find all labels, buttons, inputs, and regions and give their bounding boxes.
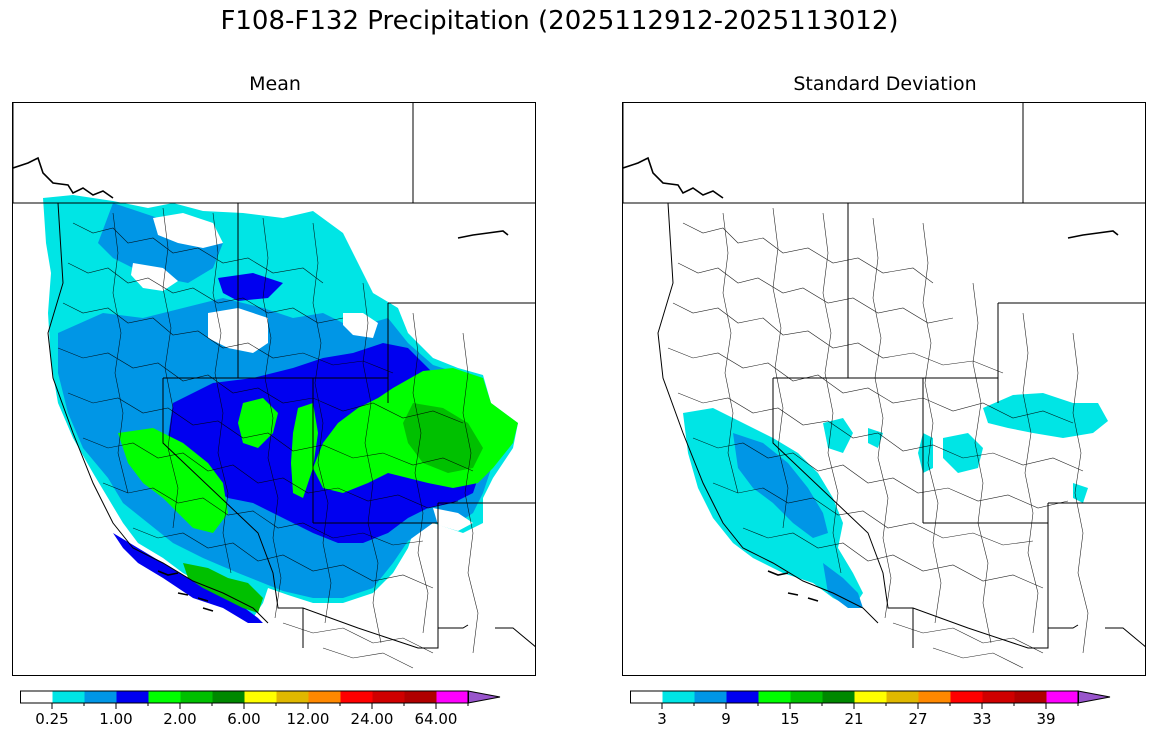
colorbar-swatch — [244, 691, 277, 703]
colorbar-swatch — [20, 691, 53, 703]
colorbar-swatch — [854, 691, 887, 703]
figure-title: F108-F132 Precipitation (2025112912-2025… — [220, 6, 899, 36]
colorbar-tick-label: 64.00 — [414, 710, 458, 728]
colorbar-swatch — [822, 691, 855, 703]
colorbar-tick-label: 33 — [972, 710, 992, 728]
colorbar-swatch — [918, 691, 951, 703]
colorbar-swatch — [886, 691, 919, 703]
colorbar-tick-label: 21 — [844, 710, 864, 728]
coastline-mean — [13, 156, 509, 612]
colorbar-extend-arrow — [1077, 690, 1111, 704]
coastline-std — [623, 156, 1119, 602]
colorbar-swatch — [52, 691, 85, 703]
colorbar-swatch — [982, 691, 1015, 703]
colorbar-swatch — [116, 691, 149, 703]
colorbar-tick-label: 1.00 — [99, 710, 133, 728]
basin-outlines-std — [667, 207, 1089, 669]
colorbar-swatch — [84, 691, 117, 703]
colorbar-swatch — [950, 691, 983, 703]
colorbar-tick-label: 24.00 — [350, 710, 394, 728]
map-mean — [12, 102, 536, 676]
precip-fill-std — [683, 393, 1108, 608]
colorbar-swatch — [212, 691, 245, 703]
colorbar-swatch — [436, 691, 469, 703]
colorbar-swatch — [308, 691, 341, 703]
colorbar-tick-label: 15 — [780, 710, 800, 728]
colorbar-swatch — [694, 691, 727, 703]
colorbar-tick-label: 0.25 — [35, 710, 69, 728]
colorbar-tick-label: 3 — [657, 710, 667, 728]
colorbar-swatch — [404, 691, 437, 703]
colorbar-swatch — [1046, 691, 1079, 703]
colorbar-swatch — [276, 691, 309, 703]
colorbar-swatch — [372, 691, 405, 703]
colorbar-swatch — [662, 691, 695, 703]
colorbar-swatch — [1014, 691, 1047, 703]
colorbar-tick-label: 6.00 — [227, 710, 261, 728]
map-std — [622, 102, 1146, 676]
colorbar-tick-label: 39 — [1036, 710, 1056, 728]
basin-outlines-mean — [57, 207, 479, 669]
colorbar-swatch — [790, 691, 823, 703]
colorbar-swatch — [758, 691, 791, 703]
colorbar-swatch — [148, 691, 181, 703]
colorbar-tick-label: 9 — [721, 710, 731, 728]
panel-title-std: Standard Deviation — [793, 73, 977, 95]
colorbar-swatch — [180, 691, 213, 703]
precip-fill-mean — [43, 195, 518, 623]
colorbar-swatch — [630, 691, 663, 703]
colorbar-std — [630, 690, 1142, 714]
borders-std — [623, 103, 1145, 649]
colorbar-tick-label: 27 — [908, 710, 928, 728]
borders-mean — [13, 103, 535, 649]
colorbar-tick-label: 12.00 — [286, 710, 330, 728]
colorbar-swatch — [726, 691, 759, 703]
colorbar-swatch — [340, 691, 373, 703]
colorbar-tick-label: 2.00 — [163, 710, 197, 728]
panel-title-mean: Mean — [249, 73, 301, 95]
colorbar-mean — [20, 690, 532, 714]
colorbar-extend-arrow — [467, 690, 501, 704]
